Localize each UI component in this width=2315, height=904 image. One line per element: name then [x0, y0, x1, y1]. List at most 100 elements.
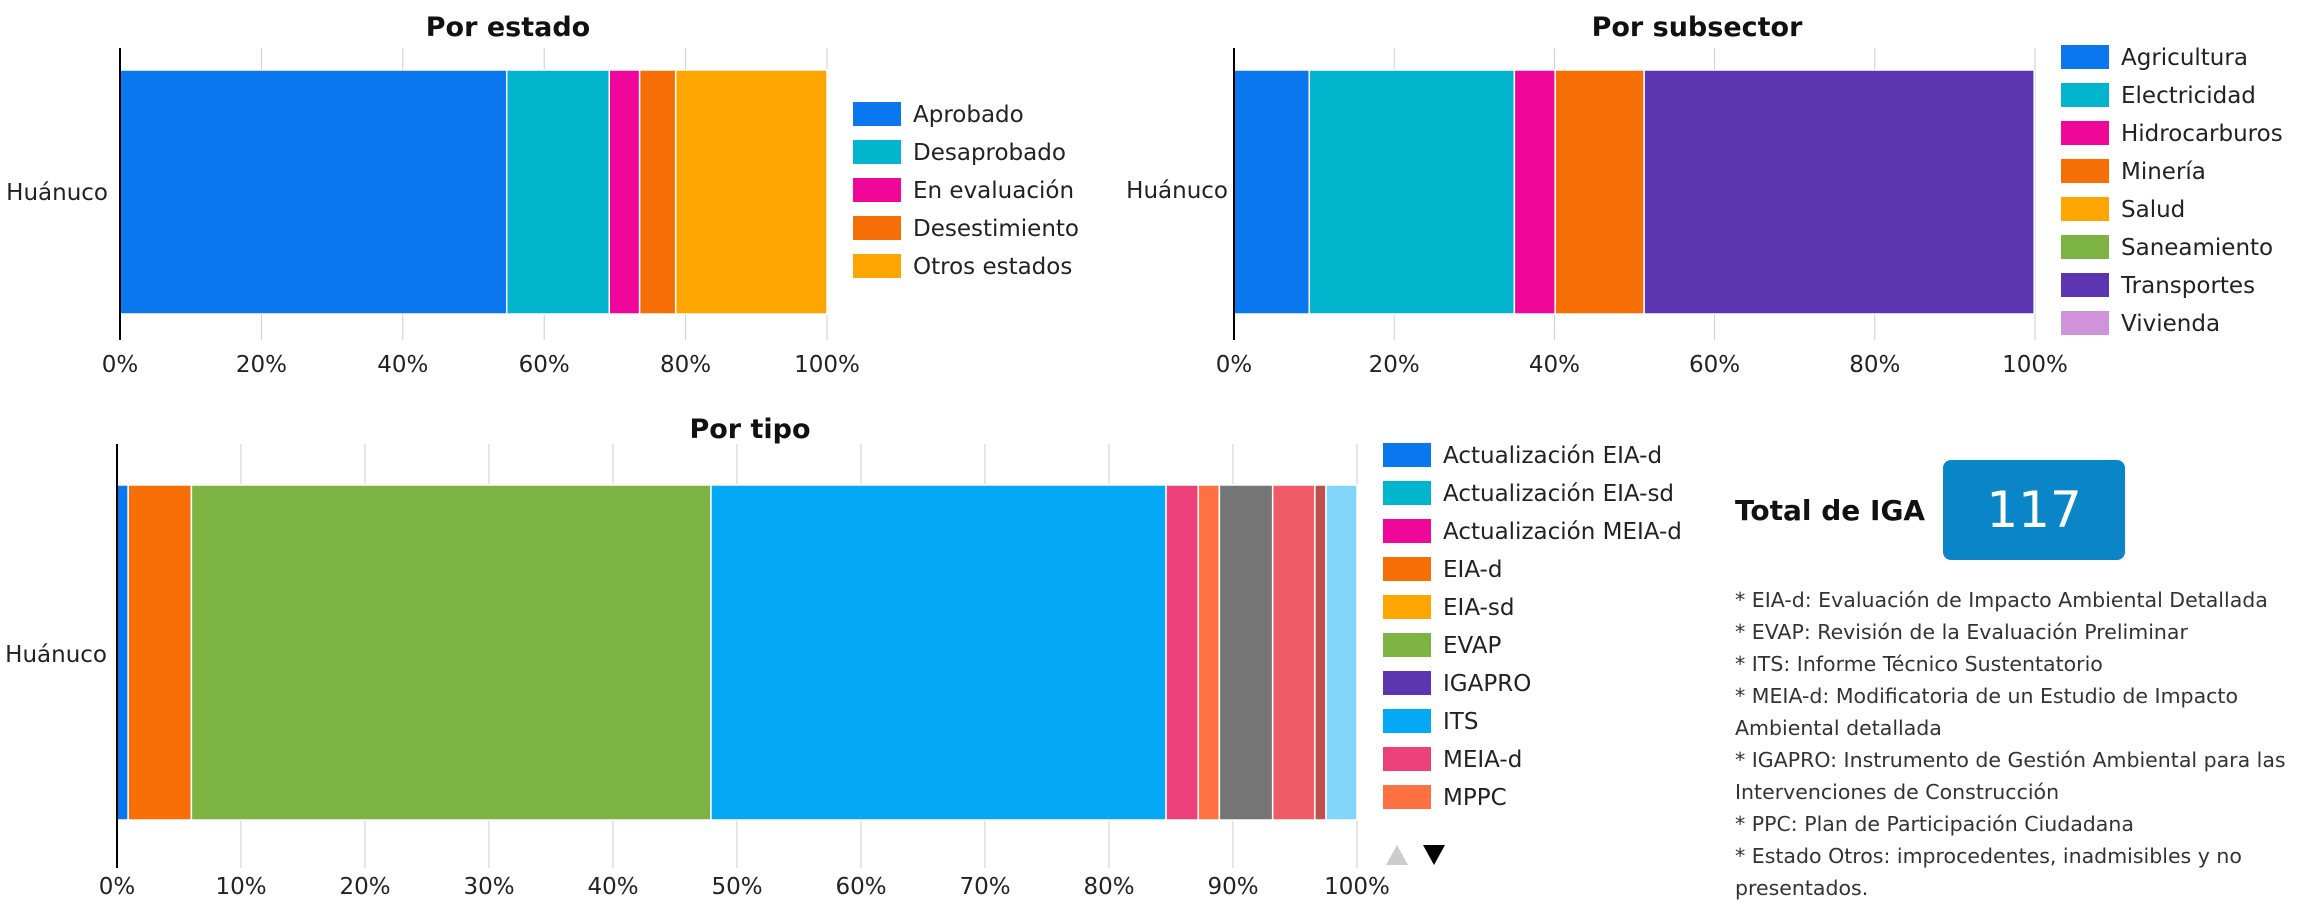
bar-segment	[1554, 69, 1645, 315]
legend-swatch	[2061, 235, 2109, 259]
legend-swatch	[1383, 595, 1431, 619]
bar-segment	[1314, 484, 1327, 821]
legend-label: MPPC	[1443, 785, 1507, 811]
legend-swatch	[2061, 273, 2109, 297]
legend-swatch	[1383, 481, 1431, 505]
legend-swatch	[1383, 557, 1431, 581]
x-tick-label: 0%	[1216, 352, 1253, 378]
chart-title: Por tipo	[689, 414, 810, 445]
x-tick-label: 70%	[959, 874, 1010, 896]
x-tick-label: 10%	[215, 874, 266, 896]
legend-label: IGAPRO	[1443, 671, 1531, 697]
bar-segment	[505, 69, 610, 315]
x-tick-label: 0%	[102, 352, 139, 378]
x-tick-label: 50%	[711, 874, 762, 896]
category-label: Huánuco	[1126, 178, 1228, 204]
footnote: * EVAP: Revisión de la Evaluación Prelim…	[1735, 620, 2188, 644]
legend-label: Actualización EIA-sd	[1443, 481, 1674, 507]
legend-swatch	[1383, 709, 1431, 733]
x-tick-label: 0%	[99, 874, 136, 896]
legend-label: MEIA-d	[1443, 747, 1522, 773]
legend-label: Minería	[2121, 159, 2206, 185]
x-tick-label: 60%	[1689, 352, 1740, 378]
legend-swatch	[1383, 747, 1431, 771]
legend-label: Electricidad	[2121, 83, 2256, 109]
x-tick-label: 90%	[1207, 874, 1258, 896]
legend-swatch	[2061, 121, 2109, 145]
x-tick-label: 40%	[377, 352, 428, 378]
bar-segment	[638, 69, 677, 315]
bar-segment	[1325, 484, 1358, 821]
legend-swatch	[1383, 633, 1431, 657]
legend-label: EIA-d	[1443, 557, 1502, 583]
legend-swatch	[853, 216, 901, 240]
legend-page-down-icon	[1423, 845, 1445, 865]
legend-label: Agricultura	[2121, 45, 2248, 71]
bar-segment	[1197, 484, 1221, 821]
x-tick-label: 20%	[1369, 352, 1420, 378]
legend-label: EIA-sd	[1443, 595, 1514, 621]
x-tick-label: 30%	[463, 874, 514, 896]
category-label: Huánuco	[6, 180, 108, 206]
x-tick-label: 100%	[1324, 874, 1390, 896]
bar-segment	[1308, 69, 1516, 315]
x-tick-label: 20%	[339, 874, 390, 896]
legend-label: Desaprobado	[913, 140, 1066, 166]
bar-segment	[1165, 484, 1200, 821]
bar-segment	[119, 69, 508, 315]
x-tick-label: 60%	[835, 874, 886, 896]
footnote: * IGAPRO: Instrumento de Gestión Ambient…	[1735, 748, 2286, 804]
legend-swatch	[2061, 197, 2109, 221]
legend-swatch	[2061, 159, 2109, 183]
bar-segment	[1513, 69, 1556, 315]
bar-segment	[608, 69, 641, 315]
legend-label: Transportes	[2120, 273, 2255, 299]
x-tick-label: 40%	[587, 874, 638, 896]
bar-segment	[1643, 69, 2035, 315]
bar-segment	[127, 484, 193, 821]
x-tick-label: 100%	[2002, 352, 2068, 378]
legend-swatch	[2061, 311, 2109, 335]
x-tick-label: 60%	[519, 352, 570, 378]
legend-swatch	[1383, 443, 1431, 467]
category-label: Huánuco	[5, 642, 107, 668]
x-tick-label: 20%	[236, 352, 287, 378]
legend-label: Actualización EIA-d	[1443, 443, 1662, 469]
legend-swatch	[1383, 519, 1431, 543]
legend-swatch	[853, 254, 901, 278]
legend-label: Hidrocarburos	[2121, 121, 2283, 147]
bar-segment	[710, 484, 1167, 821]
legend-swatch	[2061, 45, 2109, 69]
footnote: * PPC: Plan de Participación Ciudadana	[1735, 812, 2134, 836]
chart-title: Por subsector	[1592, 12, 1804, 43]
legend-swatch	[853, 178, 901, 202]
legend-label: Actualización MEIA-d	[1443, 519, 1682, 545]
legend-swatch	[853, 102, 901, 126]
total-iga-box: Total de IGA 117	[1735, 460, 2126, 560]
footnote: * Estado Otros: improcedentes, inadmisib…	[1735, 844, 2242, 900]
bar-segment	[190, 484, 712, 821]
legend-label: Salud	[2121, 197, 2185, 223]
total-iga-label: Total de IGA	[1735, 493, 1926, 527]
legend-label: ITS	[1443, 709, 1478, 735]
legend-label: Vivienda	[2121, 311, 2220, 337]
bar-segment	[116, 484, 129, 821]
bar-segment	[674, 69, 828, 315]
x-tick-label: 40%	[1529, 352, 1580, 378]
x-tick-label: 100%	[794, 352, 860, 378]
footnote: * ITS: Informe Técnico Sustentatorio	[1735, 652, 2103, 676]
legend-label: Otros estados	[913, 254, 1072, 280]
legend-label: En evaluación	[913, 178, 1074, 204]
total-iga-value: 117	[1943, 460, 2126, 560]
legend-label: EVAP	[1443, 633, 1502, 659]
legend-swatch	[853, 140, 901, 164]
legend-swatch	[1383, 785, 1431, 809]
bar-segment	[1271, 484, 1316, 821]
x-tick-label: 80%	[1083, 874, 1134, 896]
chart-title: Por estado	[426, 12, 590, 43]
footnote: * MEIA-d: Modificatoria de un Estudio de…	[1735, 684, 2238, 740]
footnote: * EIA-d: Evaluación de Impacto Ambiental…	[1735, 588, 2268, 612]
footnotes: * EIA-d: Evaluación de Impacto Ambiental…	[1735, 584, 2310, 904]
legend-page-up-icon	[1386, 845, 1408, 865]
